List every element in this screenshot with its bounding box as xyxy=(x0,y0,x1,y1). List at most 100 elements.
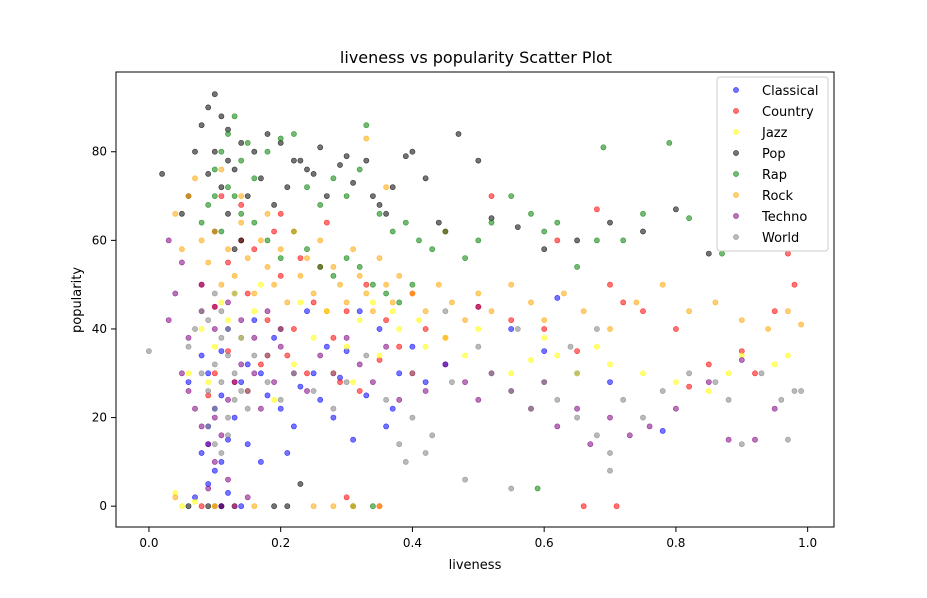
data-point xyxy=(297,481,304,487)
data-point xyxy=(304,255,310,261)
data-point xyxy=(343,193,350,199)
data-point xyxy=(613,503,620,510)
data-point xyxy=(673,206,679,213)
data-point xyxy=(376,255,383,261)
data-point xyxy=(244,290,251,297)
data-point xyxy=(422,450,429,456)
data-point xyxy=(369,299,376,306)
data-point xyxy=(475,237,482,244)
data-point xyxy=(771,308,778,315)
data-point xyxy=(238,193,245,199)
data-point xyxy=(607,450,613,456)
data-point xyxy=(752,436,758,443)
data-point xyxy=(178,503,185,510)
data-point xyxy=(178,246,185,253)
data-point xyxy=(369,503,376,510)
data-point xyxy=(363,352,370,359)
data-point xyxy=(317,201,324,208)
chart-title: liveness vs popularity Scatter Plot xyxy=(340,48,612,67)
data-point xyxy=(607,467,613,474)
data-point xyxy=(304,166,310,173)
data-point xyxy=(297,255,304,261)
data-point xyxy=(225,396,231,403)
data-point xyxy=(185,370,192,377)
data-point xyxy=(356,272,363,279)
data-point xyxy=(231,396,238,403)
data-point xyxy=(244,441,251,448)
data-point xyxy=(659,388,666,394)
data-point xyxy=(383,290,389,297)
data-point xyxy=(442,334,449,341)
data-point xyxy=(271,379,277,385)
data-point xyxy=(165,237,172,244)
data-point xyxy=(725,396,732,403)
data-point xyxy=(218,193,225,199)
data-point xyxy=(396,326,403,332)
data-point xyxy=(290,157,297,164)
data-point xyxy=(284,450,291,456)
data-point xyxy=(277,246,284,253)
data-point xyxy=(567,343,574,350)
data-point xyxy=(475,343,482,350)
data-point xyxy=(435,219,442,226)
data-point xyxy=(356,308,363,315)
data-point xyxy=(607,414,613,421)
data-point xyxy=(758,370,765,377)
data-point xyxy=(383,281,389,288)
data-point xyxy=(798,388,804,394)
data-point xyxy=(271,281,277,288)
data-point xyxy=(317,352,324,359)
data-point xyxy=(159,170,165,177)
data-point xyxy=(198,370,205,377)
legend-marker xyxy=(733,150,739,156)
data-point xyxy=(462,379,468,385)
data-point xyxy=(211,148,218,155)
data-point xyxy=(244,405,251,412)
data-point xyxy=(297,272,304,279)
x-tick-label: 0.6 xyxy=(535,536,554,550)
data-point xyxy=(541,334,548,341)
data-point xyxy=(383,423,389,430)
data-point xyxy=(231,503,238,510)
data-point xyxy=(409,370,416,377)
data-point xyxy=(271,201,277,208)
data-point xyxy=(218,166,225,173)
data-point xyxy=(238,237,245,244)
data-point xyxy=(376,326,383,332)
data-point xyxy=(211,326,218,332)
data-point xyxy=(528,405,534,412)
data-point xyxy=(304,370,310,377)
data-point xyxy=(725,370,732,377)
data-point xyxy=(317,144,324,151)
data-point xyxy=(541,246,548,253)
y-tick-label: 40 xyxy=(92,322,107,336)
data-point xyxy=(225,210,231,217)
legend-label: Rap xyxy=(762,168,787,183)
data-point xyxy=(561,290,567,297)
data-point xyxy=(409,343,416,350)
data-point xyxy=(310,290,317,297)
data-point xyxy=(488,308,495,315)
data-point xyxy=(218,379,225,385)
data-point xyxy=(165,317,172,323)
data-point xyxy=(264,237,271,244)
data-point xyxy=(277,396,284,403)
data-point xyxy=(290,370,297,377)
data-point xyxy=(356,317,363,323)
data-point xyxy=(231,113,238,120)
data-point xyxy=(475,396,482,403)
data-point xyxy=(218,503,225,510)
y-tick-label: 0 xyxy=(99,499,107,513)
data-point xyxy=(310,334,317,341)
data-point xyxy=(455,131,462,137)
legend-box xyxy=(716,76,829,252)
data-point xyxy=(323,193,330,199)
data-point xyxy=(231,272,238,279)
data-point xyxy=(475,290,482,297)
data-point xyxy=(343,494,350,501)
data-point xyxy=(290,326,297,332)
data-point xyxy=(225,184,231,191)
data-point xyxy=(462,476,468,483)
data-point xyxy=(257,370,264,377)
